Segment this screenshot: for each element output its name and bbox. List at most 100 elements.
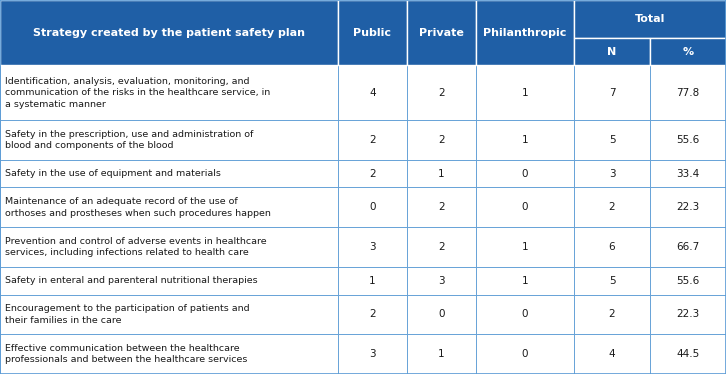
Bar — [0, 334, 338, 374]
Bar — [407, 0, 476, 65]
Text: 0: 0 — [370, 202, 376, 212]
Bar — [574, 120, 650, 160]
Text: Philanthropic: Philanthropic — [484, 28, 567, 38]
Bar — [338, 295, 407, 334]
Text: 1: 1 — [439, 169, 445, 179]
Text: Safety in enteral and parenteral nutritional therapies: Safety in enteral and parenteral nutriti… — [5, 276, 258, 285]
Bar — [338, 187, 407, 227]
Bar — [338, 120, 407, 160]
Text: 1: 1 — [370, 276, 376, 286]
Bar — [650, 227, 726, 267]
Text: 1: 1 — [522, 242, 529, 252]
Bar — [574, 0, 726, 38]
Bar — [476, 120, 574, 160]
Bar — [0, 65, 338, 120]
Bar — [650, 38, 726, 65]
Text: Public: Public — [354, 28, 391, 38]
Text: 0: 0 — [522, 202, 529, 212]
Bar — [338, 334, 407, 374]
Text: 3: 3 — [439, 276, 445, 286]
Bar — [574, 65, 650, 120]
Text: 77.8: 77.8 — [677, 88, 700, 98]
Text: 2: 2 — [370, 135, 376, 145]
Bar — [338, 160, 407, 187]
Text: 3: 3 — [370, 242, 376, 252]
Text: Identification, analysis, evaluation, monitoring, and
communication of the risks: Identification, analysis, evaluation, mo… — [5, 77, 270, 109]
Text: 4: 4 — [608, 349, 616, 359]
Text: 2: 2 — [439, 135, 445, 145]
Bar — [574, 187, 650, 227]
Text: 0: 0 — [522, 309, 529, 319]
Bar — [650, 334, 726, 374]
Text: 2: 2 — [439, 88, 445, 98]
Text: 0: 0 — [522, 169, 529, 179]
Text: Effective communication between the healthcare
professionals and between the hea: Effective communication between the heal… — [5, 344, 248, 364]
Text: Safety in the prescription, use and administration of
blood and components of th: Safety in the prescription, use and admi… — [5, 130, 253, 150]
Bar — [0, 267, 338, 295]
Bar — [574, 267, 650, 295]
Bar — [0, 0, 338, 65]
Bar — [338, 0, 407, 65]
Text: Private: Private — [419, 28, 464, 38]
Bar — [338, 227, 407, 267]
Text: Encouragement to the participation of patients and
their families in the care: Encouragement to the participation of pa… — [5, 304, 250, 325]
Text: Maintenance of an adequate record of the use of
orthoses and prostheses when suc: Maintenance of an adequate record of the… — [5, 197, 271, 218]
Bar — [407, 227, 476, 267]
Text: 2: 2 — [439, 202, 445, 212]
Text: 5: 5 — [608, 135, 616, 145]
Bar — [0, 120, 338, 160]
Text: 1: 1 — [522, 88, 529, 98]
Bar — [0, 160, 338, 187]
Text: 66.7: 66.7 — [677, 242, 700, 252]
Bar — [476, 65, 574, 120]
Bar — [476, 187, 574, 227]
Bar — [574, 160, 650, 187]
Bar — [650, 65, 726, 120]
Text: %: % — [682, 47, 693, 56]
Text: 5: 5 — [608, 276, 616, 286]
Bar — [574, 334, 650, 374]
Text: 1: 1 — [522, 135, 529, 145]
Text: 55.6: 55.6 — [677, 135, 700, 145]
Text: 6: 6 — [608, 242, 616, 252]
Bar — [650, 160, 726, 187]
Bar — [476, 227, 574, 267]
Bar — [407, 65, 476, 120]
Text: 33.4: 33.4 — [677, 169, 700, 179]
Bar — [407, 334, 476, 374]
Text: Total: Total — [635, 14, 665, 24]
Text: 3: 3 — [370, 349, 376, 359]
Bar — [338, 267, 407, 295]
Text: 0: 0 — [522, 349, 529, 359]
Bar — [574, 227, 650, 267]
Bar — [338, 65, 407, 120]
Text: Safety in the use of equipment and materials: Safety in the use of equipment and mater… — [5, 169, 221, 178]
Text: 3: 3 — [608, 169, 616, 179]
Bar — [650, 295, 726, 334]
Bar — [574, 38, 650, 65]
Bar — [650, 267, 726, 295]
Bar — [407, 120, 476, 160]
Text: 22.3: 22.3 — [677, 202, 700, 212]
Bar — [476, 0, 574, 65]
Bar — [650, 187, 726, 227]
Text: 2: 2 — [439, 242, 445, 252]
Bar — [0, 295, 338, 334]
Bar — [407, 187, 476, 227]
Text: 22.3: 22.3 — [677, 309, 700, 319]
Text: 2: 2 — [608, 202, 616, 212]
Bar — [650, 120, 726, 160]
Bar — [407, 160, 476, 187]
Text: 7: 7 — [608, 88, 616, 98]
Bar — [476, 160, 574, 187]
Bar — [0, 227, 338, 267]
Bar — [407, 295, 476, 334]
Text: 44.5: 44.5 — [677, 349, 700, 359]
Text: Prevention and control of adverse events in healthcare
services, including infec: Prevention and control of adverse events… — [5, 237, 266, 257]
Bar — [476, 334, 574, 374]
Text: Strategy created by the patient safety plan: Strategy created by the patient safety p… — [33, 28, 305, 38]
Text: 1: 1 — [522, 276, 529, 286]
Text: 55.6: 55.6 — [677, 276, 700, 286]
Text: 4: 4 — [370, 88, 376, 98]
Text: 2: 2 — [370, 169, 376, 179]
